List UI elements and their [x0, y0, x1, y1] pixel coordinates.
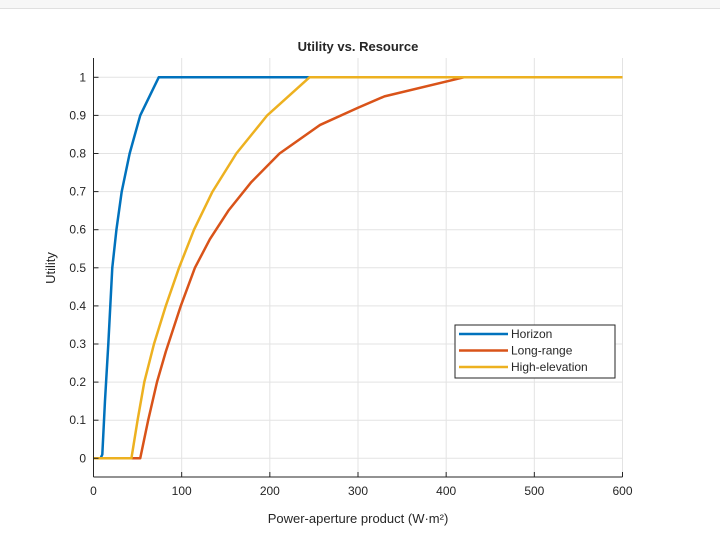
chart-title: Utility vs. Resource — [298, 39, 419, 54]
y-tick-label: 0.6 — [69, 223, 86, 237]
y-tick-label: 0 — [79, 451, 86, 465]
y-tick-label: 0.2 — [69, 375, 86, 389]
x-tick-label: 400 — [436, 484, 456, 498]
y-axis-label: Utility — [43, 252, 58, 284]
x-tick-label: 200 — [260, 484, 280, 498]
series-line-long-range — [93, 76, 623, 460]
legend-label: Long-range — [511, 344, 573, 358]
y-tick-label: 0.1 — [69, 413, 86, 427]
ticks: 0 100 200 300 400 500 600 0 0.1 0.2 0.3 0.4 0.5 0.6 0.… — [69, 70, 633, 498]
legend-label: High-elevation — [511, 360, 588, 374]
series-lines — [93, 76, 623, 460]
x-tick-label: 500 — [524, 484, 544, 498]
legend: Horizon Long-range High-elevation — [454, 324, 616, 379]
y-tick-label: 0.4 — [69, 299, 86, 313]
y-tick-label: 0.5 — [69, 261, 86, 275]
series-line-high-elevation — [93, 76, 623, 460]
x-tick-label: 600 — [612, 484, 632, 498]
x-tick-label: 0 — [90, 484, 97, 498]
y-tick-label: 0.9 — [69, 108, 86, 122]
x-tick-label: 100 — [172, 484, 192, 498]
series-line-horizon — [93, 76, 623, 460]
y-tick-label: 0.3 — [69, 337, 86, 351]
window-top-bar — [0, 0, 720, 9]
grid — [93, 58, 623, 477]
y-tick-label: 0.8 — [69, 147, 86, 161]
legend-label: Horizon — [511, 327, 552, 341]
x-tick-label: 300 — [348, 484, 368, 498]
y-tick-label: 1 — [79, 70, 86, 84]
x-axis-label: Power-aperture product (W·m²) — [268, 511, 449, 526]
y-tick-label: 0.7 — [69, 185, 86, 199]
